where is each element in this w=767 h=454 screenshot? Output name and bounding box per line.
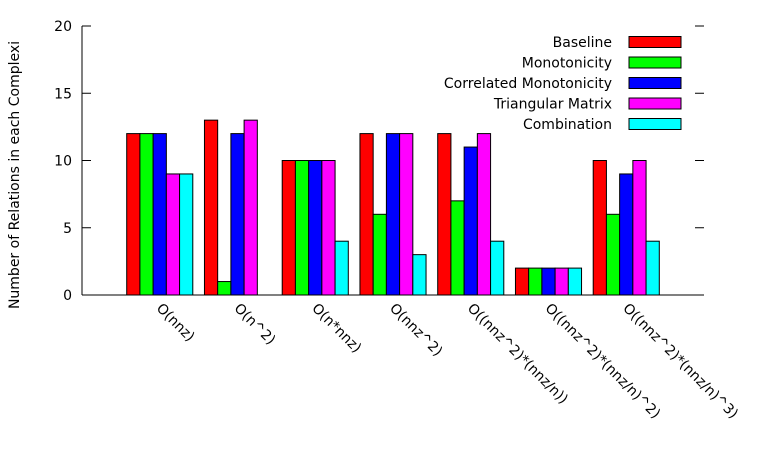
- legend-label: Monotonicity: [522, 56, 612, 72]
- bar: [632, 160, 647, 296]
- bar: [528, 267, 543, 296]
- bar: [476, 133, 492, 296]
- bar: [359, 133, 374, 296]
- legend-label: Triangular Matrix: [493, 97, 612, 113]
- x-tick-label: O(n^2): [231, 301, 279, 349]
- bar: [334, 240, 349, 296]
- bar: [203, 119, 219, 296]
- bar: [450, 200, 465, 296]
- bar: [645, 240, 660, 296]
- bar: [399, 133, 414, 296]
- bar: [179, 173, 194, 296]
- bar: [463, 146, 478, 296]
- bar: [619, 173, 634, 296]
- legend: Baseline Monotonicity Correlated Monotonic…: [444, 35, 682, 133]
- bar: [243, 119, 258, 296]
- legend-swatch: [628, 36, 682, 48]
- bar: [294, 160, 310, 296]
- bar: [514, 267, 530, 296]
- bar: [541, 267, 556, 296]
- bar: [139, 133, 154, 296]
- legend-swatch: [628, 118, 682, 130]
- x-tick-label: O(nnz^2): [386, 301, 445, 360]
- y-tick-label: 0: [63, 288, 72, 304]
- legend-entry: Correlated Monotonicity: [444, 76, 682, 92]
- bar: [385, 133, 401, 296]
- bar: [554, 267, 569, 296]
- legend-label: Combination: [523, 117, 612, 133]
- bar: [165, 173, 181, 296]
- legend-label: Baseline: [553, 35, 612, 51]
- bars: [126, 119, 660, 296]
- y-tick-label: 15: [54, 86, 72, 102]
- legend-swatch: [628, 77, 682, 89]
- bar: [126, 133, 141, 296]
- bar: [605, 213, 621, 296]
- y-tick-label: 5: [63, 221, 72, 237]
- y-tick-label: 10: [54, 154, 72, 170]
- bar: [490, 240, 505, 296]
- legend-label: Correlated Monotonicity: [444, 76, 612, 92]
- bar: [437, 133, 452, 296]
- x-tick-label: O(n*nnz): [308, 301, 364, 357]
- bar: [592, 160, 607, 296]
- legend-entry: Combination: [523, 117, 682, 133]
- bar: [412, 254, 427, 296]
- legend-swatch: [628, 56, 682, 69]
- y-tick-label: 20: [54, 19, 72, 35]
- bar: [372, 213, 387, 296]
- bar: [567, 267, 583, 296]
- legend-swatch: [628, 97, 682, 110]
- y-axis-label: Number of Relations in each Complexi: [7, 41, 23, 309]
- bar: [281, 160, 296, 296]
- legend-entry: Baseline: [553, 35, 682, 51]
- bar: [152, 133, 167, 296]
- bar: [217, 281, 232, 296]
- bar: [230, 133, 245, 296]
- bar: [308, 160, 323, 296]
- legend-entry: Triangular Matrix: [493, 97, 682, 113]
- bar: [321, 160, 336, 296]
- legend-entry: Monotonicity: [522, 56, 682, 72]
- x-tick-labels: O(nnz) O(n^2) O(n*nnz) O(nnz^2) O((nnz^2)*(n…: [153, 301, 741, 423]
- x-tick-label: O(nnz): [153, 301, 198, 346]
